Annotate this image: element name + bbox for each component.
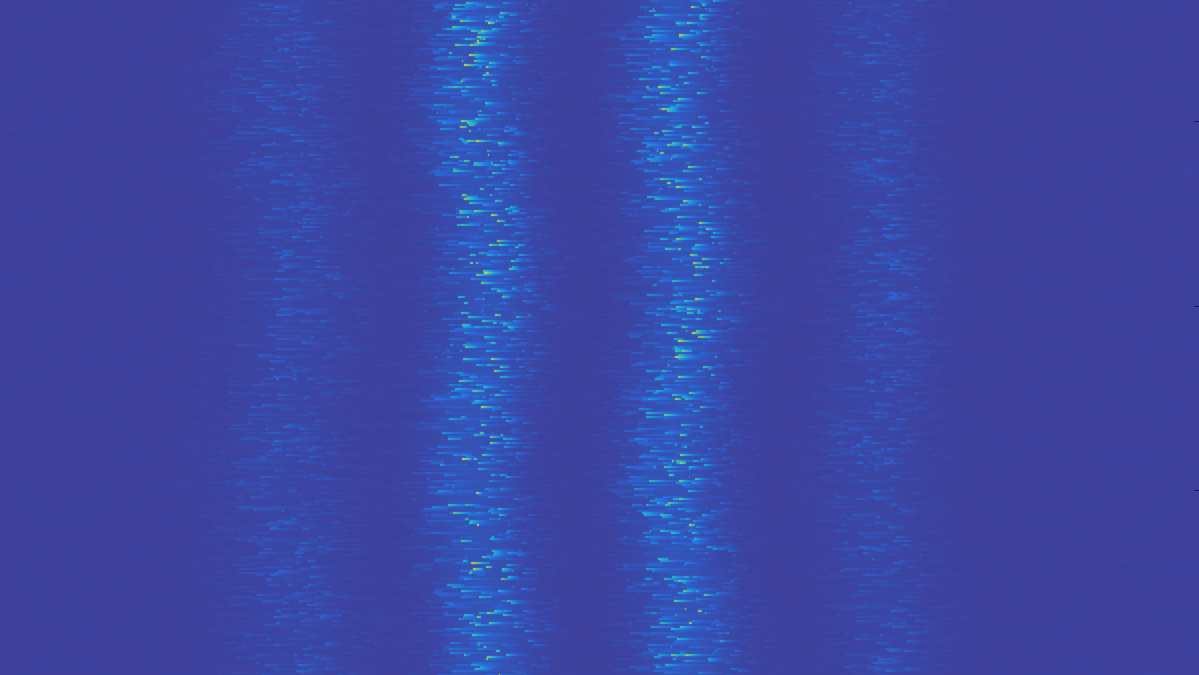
y-tick-mark [1194, 490, 1199, 491]
y-tick-mark [1194, 121, 1199, 122]
y-tick-mark [1194, 306, 1199, 307]
